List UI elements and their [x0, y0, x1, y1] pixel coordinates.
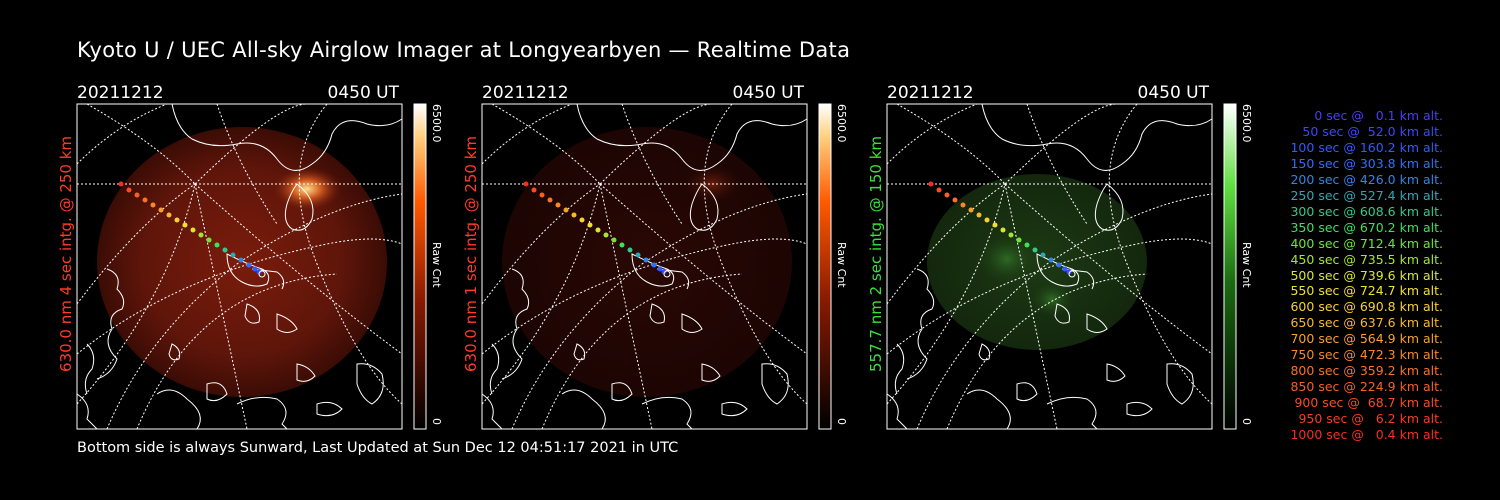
legend-item: 1000 sec @ 0.4 km alt.	[1290, 427, 1443, 443]
legend-item: 750 sec @ 472.3 km alt.	[1290, 347, 1443, 363]
legend-item: 50 sec @ 52.0 km alt.	[1302, 123, 1443, 139]
legend-item: 950 sec @ 6.2 km alt.	[1298, 411, 1443, 427]
panel-1-date: 20211212	[77, 83, 164, 103]
page-title: Kyoto U / UEC All-sky Airglow Imager at …	[77, 38, 851, 62]
legend-item: 650 sec @ 637.6 km alt.	[1290, 315, 1443, 331]
legend-item: 800 sec @ 359.2 km alt.	[1290, 363, 1443, 379]
footer-status: Bottom side is always Sunward, Last Upda…	[77, 440, 679, 456]
legend-item: 500 sec @ 739.6 km alt.	[1290, 267, 1443, 283]
legend-item: 200 sec @ 426.0 km alt.	[1290, 171, 1443, 187]
panel-1-colorbar	[413, 103, 427, 430]
legend-item: 700 sec @ 564.9 km alt.	[1290, 331, 1443, 347]
legend-item: 400 sec @ 712.4 km alt.	[1290, 235, 1443, 251]
legend-item: 600 sec @ 690.8 km alt.	[1290, 299, 1443, 315]
panel-1-time: 0450 UT	[327, 83, 400, 103]
panel-1-image	[76, 103, 403, 430]
panel-3-date: 20211212	[887, 83, 974, 103]
panel-2-image	[481, 103, 808, 430]
panel-2-colorbar	[818, 103, 832, 430]
panel-2-time: 0450 UT	[732, 83, 805, 103]
legend-item: 100 sec @ 160.2 km alt.	[1290, 139, 1443, 155]
legend-item: 900 sec @ 68.7 km alt.	[1294, 395, 1443, 411]
legend-item: 150 sec @ 303.8 km alt.	[1290, 155, 1443, 171]
panel-3-time: 0450 UT	[1137, 83, 1210, 103]
legend-item: 450 sec @ 735.5 km alt.	[1290, 251, 1443, 267]
legend-item: 300 sec @ 608.6 km alt.	[1290, 203, 1443, 219]
panel-2-date: 20211212	[482, 83, 569, 103]
legend-item: 550 sec @ 724.7 km alt.	[1290, 283, 1443, 299]
legend-item: 250 sec @ 527.4 km alt.	[1290, 187, 1443, 203]
legend-item: 0 sec @ 0.1 km alt.	[1314, 108, 1443, 123]
legend-item: 350 sec @ 670.2 km alt.	[1290, 219, 1443, 235]
altitude-legend: 0 sec @ 0.1 km alt. 50 sec @ 52.0 km alt…	[1290, 108, 1443, 443]
panel-3-colorbar	[1223, 103, 1237, 430]
panel-3-image	[886, 103, 1213, 430]
legend-item: 850 sec @ 224.9 km alt.	[1290, 379, 1443, 395]
